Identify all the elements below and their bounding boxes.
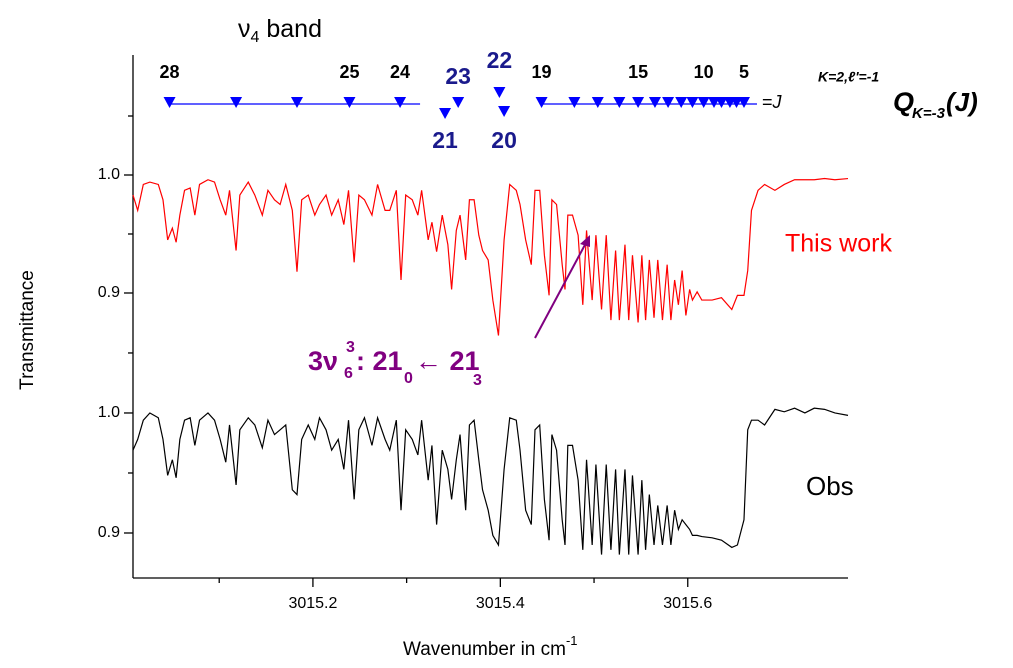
branch-arg: (J) bbox=[946, 87, 978, 117]
line-marker bbox=[230, 97, 243, 108]
line-marker bbox=[493, 87, 506, 98]
y-tick-label: 1.0 bbox=[98, 166, 120, 183]
j-label: 15 bbox=[628, 62, 648, 82]
anno-sub: 0 bbox=[404, 370, 413, 387]
line-marker bbox=[343, 97, 356, 108]
anno-sub: 6 bbox=[344, 365, 353, 382]
anno-part: : 21 bbox=[356, 346, 403, 376]
branch-q: Q bbox=[893, 87, 914, 117]
branch-eq-sign: = bbox=[762, 92, 773, 112]
j-label: 10 bbox=[694, 62, 714, 82]
chart-title: ν4 band bbox=[238, 15, 322, 47]
j-label: 5 bbox=[739, 62, 749, 82]
j-label: 25 bbox=[339, 62, 359, 82]
line-marker bbox=[737, 97, 750, 108]
line-marker bbox=[648, 97, 661, 108]
line-marker bbox=[290, 97, 303, 108]
anno-sup: 3 bbox=[346, 339, 355, 356]
x-axis-label: Wavenumber in cm-1 bbox=[403, 633, 578, 660]
x-tick-label: 3015.6 bbox=[663, 595, 712, 612]
line-marker bbox=[498, 106, 511, 117]
title-sub: 4 bbox=[251, 29, 260, 46]
line-marker bbox=[662, 97, 675, 108]
branch-eq: =J bbox=[762, 92, 783, 112]
x-tick-label: 3015.2 bbox=[288, 595, 337, 612]
line-marker bbox=[632, 97, 645, 108]
j-label: 28 bbox=[160, 62, 180, 82]
title-text: band bbox=[259, 15, 322, 43]
line-marker bbox=[591, 97, 604, 108]
branch-sub: K=-3 bbox=[912, 105, 946, 122]
branch-eq-j: J bbox=[772, 92, 783, 112]
spectrum-line bbox=[132, 177, 849, 336]
annotation-arrow bbox=[534, 240, 588, 339]
line-marker bbox=[394, 97, 407, 108]
spectrum-line bbox=[132, 407, 849, 555]
anno-part: ← 21 bbox=[415, 346, 480, 376]
line-marker bbox=[163, 97, 176, 108]
anno-part: 3ν bbox=[308, 346, 338, 376]
x-label-sup: -1 bbox=[566, 633, 578, 648]
series-label: Obs bbox=[806, 471, 854, 501]
branch-sup: K=2,ℓ'=-1 bbox=[818, 69, 879, 85]
line-marker bbox=[686, 97, 699, 108]
y-tick-label: 1.0 bbox=[98, 404, 120, 421]
line-marker bbox=[613, 97, 626, 108]
j-label: 20 bbox=[491, 127, 517, 153]
j-label: 22 bbox=[487, 47, 513, 73]
x-tick-label: 3015.4 bbox=[476, 595, 525, 612]
anno-sub: 3 bbox=[473, 372, 482, 389]
line-marker bbox=[452, 97, 465, 108]
x-label-text: Wavenumber in cm bbox=[403, 639, 566, 660]
annotation: 3ν 6 3 : 21 0 ← 21 3 bbox=[308, 339, 482, 389]
title-symbol: ν bbox=[238, 15, 251, 43]
line-marker bbox=[675, 97, 688, 108]
y-axis-label: Transmittance bbox=[17, 270, 38, 390]
j-label: 23 bbox=[445, 63, 471, 89]
j-label: 21 bbox=[432, 127, 458, 153]
series-label: This work bbox=[785, 230, 892, 258]
annotation-arrowhead bbox=[580, 235, 590, 247]
j-label: 19 bbox=[532, 62, 552, 82]
line-marker bbox=[697, 97, 710, 108]
line-marker bbox=[568, 97, 581, 108]
y-tick-label: 0.9 bbox=[98, 524, 120, 541]
line-marker bbox=[535, 97, 548, 108]
line-marker bbox=[439, 108, 452, 119]
j-label: 24 bbox=[390, 62, 410, 82]
y-tick-label: 0.9 bbox=[98, 284, 120, 301]
line-marker bbox=[715, 97, 728, 108]
